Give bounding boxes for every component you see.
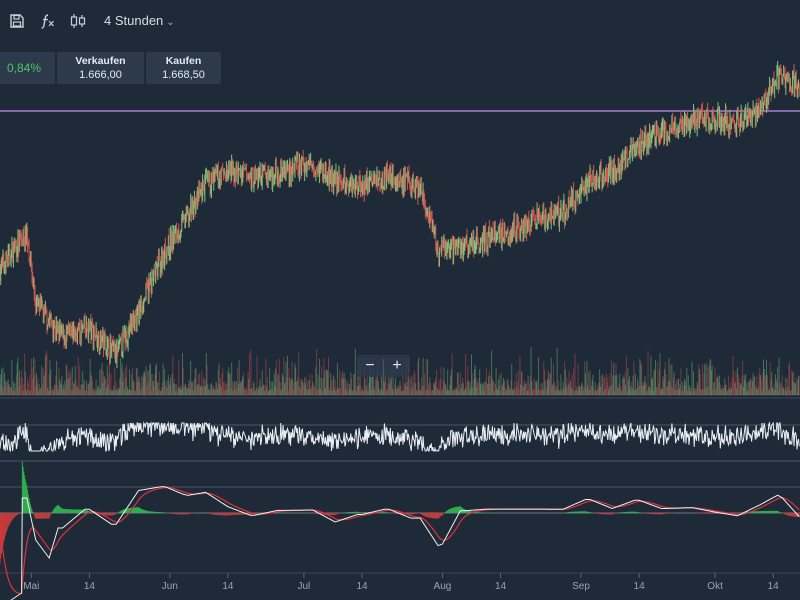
macd-histogram	[0, 461, 800, 565]
sell-label: Verkaufen	[75, 55, 126, 67]
x-tick-label: Okt	[707, 581, 723, 592]
macd-line	[10, 486, 800, 600]
chart-toolbar: 4 Stunden ⌄	[0, 0, 800, 42]
chevron-down-icon: ⌄	[166, 17, 175, 28]
x-tick-label: 14	[356, 581, 368, 592]
candles	[0, 60, 800, 368]
x-tick-label: Jun	[162, 581, 178, 592]
sell-value: 1.666,00	[79, 69, 122, 81]
zoom-controls: − +	[357, 355, 410, 381]
oscillator-line	[0, 421, 800, 453]
x-tick-label: 14	[768, 581, 780, 592]
zoom-out-button[interactable]: −	[365, 357, 375, 374]
volume-bars	[0, 346, 800, 395]
buy-value: 1.668,50	[162, 69, 205, 81]
quote-panel: 0,84% Verkaufen 1.666,00 Kaufen 1.668,50	[0, 52, 221, 84]
interval-label: 4 Stunden	[104, 13, 164, 28]
buy-button[interactable]: Kaufen 1.668,50	[146, 52, 221, 84]
buy-label: Kaufen	[165, 55, 202, 67]
zoom-divider	[383, 359, 384, 381]
x-tick-label: Mai	[23, 581, 39, 592]
x-tick-label: Sep	[572, 581, 590, 592]
x-tick-label: 14	[634, 581, 646, 592]
function-icon[interactable]	[37, 11, 57, 31]
x-tick-label: Aug	[434, 581, 452, 592]
x-tick-label: Jul	[298, 581, 311, 592]
price-change: 0,84%	[0, 52, 55, 84]
macd-signal-line	[0, 486, 800, 594]
interval-dropdown[interactable]: 4 Stunden ⌄	[104, 13, 175, 28]
save-icon[interactable]	[7, 11, 27, 31]
x-tick-label: 14	[495, 581, 507, 592]
x-tick-label: 14	[84, 581, 96, 592]
candlestick-icon[interactable]	[68, 11, 88, 31]
zoom-in-button[interactable]: +	[392, 357, 402, 374]
sell-button[interactable]: Verkaufen 1.666,00	[57, 52, 144, 84]
x-tick-label: 14	[222, 581, 234, 592]
